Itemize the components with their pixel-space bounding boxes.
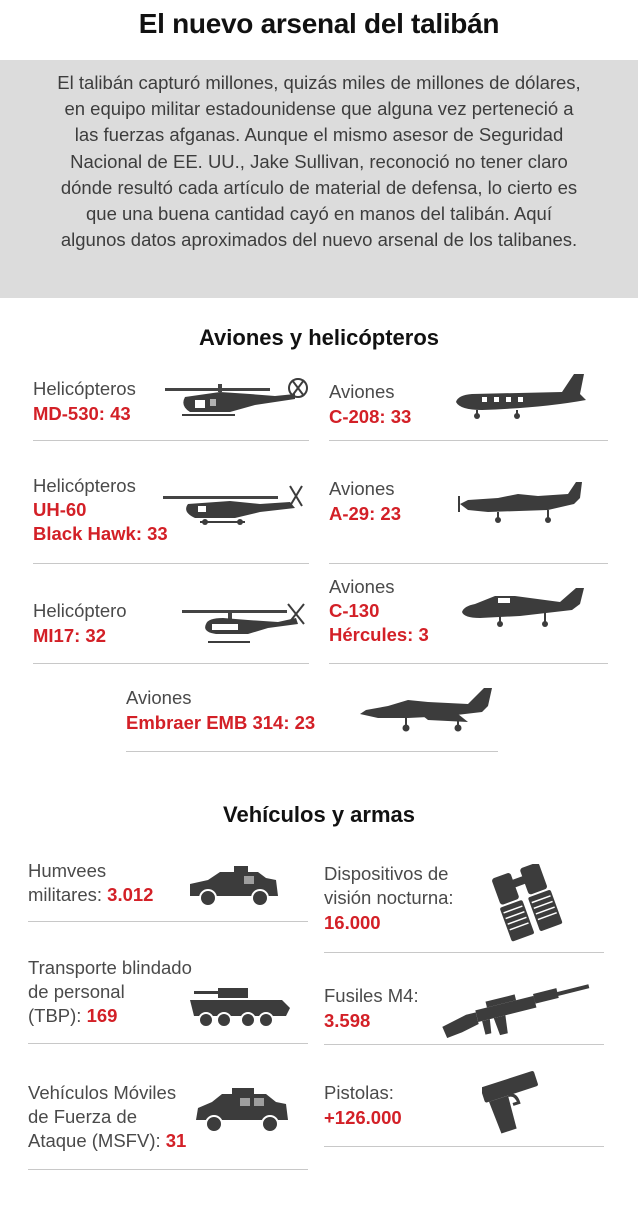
vehicle-label: de personal [28, 981, 125, 1002]
emb314-plane-icon [358, 684, 498, 734]
aircraft-category: Aviones [329, 478, 395, 499]
vehicle-label: de Fuerza de [28, 1106, 138, 1127]
divider [329, 440, 608, 441]
aircraft-value: C-208: 33 [329, 406, 412, 427]
aircraft-value: MI17: 32 [33, 625, 107, 646]
aircraft-category: Helicópteros [33, 475, 136, 496]
vehicle-label: Pistolas: [324, 1082, 394, 1103]
vehicle-value: 3.598 [324, 1010, 371, 1031]
intro-paragraph: El talibán capturó millones, quizás mile… [0, 60, 638, 298]
vehicle-item-msfv: Vehículos Móviles de Fuerza de Ataque (M… [28, 1081, 186, 1153]
aircraft-section-heading: Aviones y helicópteros [198, 325, 440, 350]
vehicle-label: militares: 3.012 [28, 883, 153, 907]
aircraft-value: C-130 [329, 600, 380, 621]
divider [28, 1043, 308, 1044]
divider [126, 751, 498, 752]
mi17-helicopter-icon [178, 598, 313, 648]
vehicle-value: +126.000 [324, 1107, 402, 1128]
divider [324, 1146, 604, 1147]
vehicle-value: 3.012 [107, 884, 154, 905]
aircraft-item-uh60: Helicópteros UH-60 Black Hawk: 33 [33, 474, 168, 546]
vehicle-item-apc: Transporte blindado de personal (TBP): 1… [28, 956, 192, 1028]
divider [329, 663, 608, 664]
vehicle-label: Ataque (MSFV): 31 [28, 1129, 186, 1153]
aircraft-item-mi17: Helicóptero MI17: 32 [33, 599, 127, 649]
aircraft-value: MD-530: 43 [33, 403, 131, 424]
aircraft-item-a29: Aviones A-29: 23 [329, 477, 401, 527]
aircraft-category: Aviones [126, 687, 192, 708]
page-title: El nuevo arsenal del talibán [138, 8, 500, 39]
aircraft-category: Aviones [329, 381, 395, 402]
aircraft-value: UH-60 [33, 499, 87, 520]
pistol-icon [482, 1068, 546, 1134]
divider [33, 563, 309, 564]
aircraft-item-emb314: Aviones Embraer EMB 314: 23 [126, 686, 315, 736]
vehicles-section-heading: Vehículos y armas [223, 802, 415, 827]
rifle-icon [436, 978, 600, 1038]
aircraft-value-line2: Hércules: 3 [329, 624, 429, 645]
c208-plane-icon [452, 370, 592, 420]
divider [324, 952, 604, 953]
vehicle-value: 169 [86, 1005, 118, 1026]
aircraft-item-c130: Aviones C-130 Hércules: 3 [329, 575, 429, 647]
aircraft-item-c208: Aviones C-208: 33 [329, 380, 411, 430]
aircraft-value-line2: Black Hawk: 33 [33, 523, 168, 544]
aircraft-category: Helicóptero [33, 600, 127, 621]
aircraft-category: Helicópteros [33, 378, 136, 399]
vehicle-label: Vehículos Móviles [28, 1082, 177, 1103]
msfv-vehicle-icon [192, 1086, 292, 1136]
a29-plane-icon [458, 480, 583, 524]
apc-icon [186, 984, 294, 1032]
vehicle-value: 16.000 [324, 912, 381, 933]
aircraft-value: A-29: 23 [329, 503, 401, 524]
vehicle-label: Transporte blindado [28, 957, 192, 978]
vehicle-item-m4: Fusiles M4: 3.598 [324, 984, 419, 1034]
blackhawk-helicopter-icon [160, 480, 310, 530]
binoculars-icon [492, 864, 564, 944]
divider [33, 663, 309, 664]
md530-helicopter-icon [160, 372, 310, 422]
vehicle-label: Fusiles M4: [324, 985, 419, 1006]
divider [329, 563, 608, 564]
humvee-icon [186, 862, 282, 910]
divider [28, 1169, 308, 1170]
vehicle-label-part: (TBP): [28, 1005, 87, 1026]
vehicle-label: Dispositivos de [324, 863, 449, 884]
divider [33, 440, 309, 441]
divider [28, 921, 308, 922]
vehicle-item-humvees: Humvees militares: 3.012 [28, 859, 153, 907]
vehicle-label: visión nocturna: [324, 887, 454, 908]
vehicle-label: (TBP): 169 [28, 1004, 192, 1028]
vehicle-label-part: militares: [28, 884, 108, 905]
c130-plane-icon [460, 584, 585, 628]
vehicle-item-pistols: Pistolas: +126.000 [324, 1081, 402, 1131]
aircraft-category: Aviones [329, 576, 395, 597]
divider [324, 1044, 604, 1045]
vehicle-label-part: Ataque (MSFV): [28, 1130, 166, 1151]
aircraft-value: Embraer EMB 314: 23 [126, 712, 316, 733]
vehicle-label: Humvees [28, 860, 107, 881]
aircraft-item-md530: Helicópteros MD-530: 43 [33, 377, 136, 427]
vehicle-value: 31 [165, 1130, 187, 1151]
vehicle-item-night-vision: Dispositivos de visión nocturna: 16.000 [324, 862, 454, 936]
